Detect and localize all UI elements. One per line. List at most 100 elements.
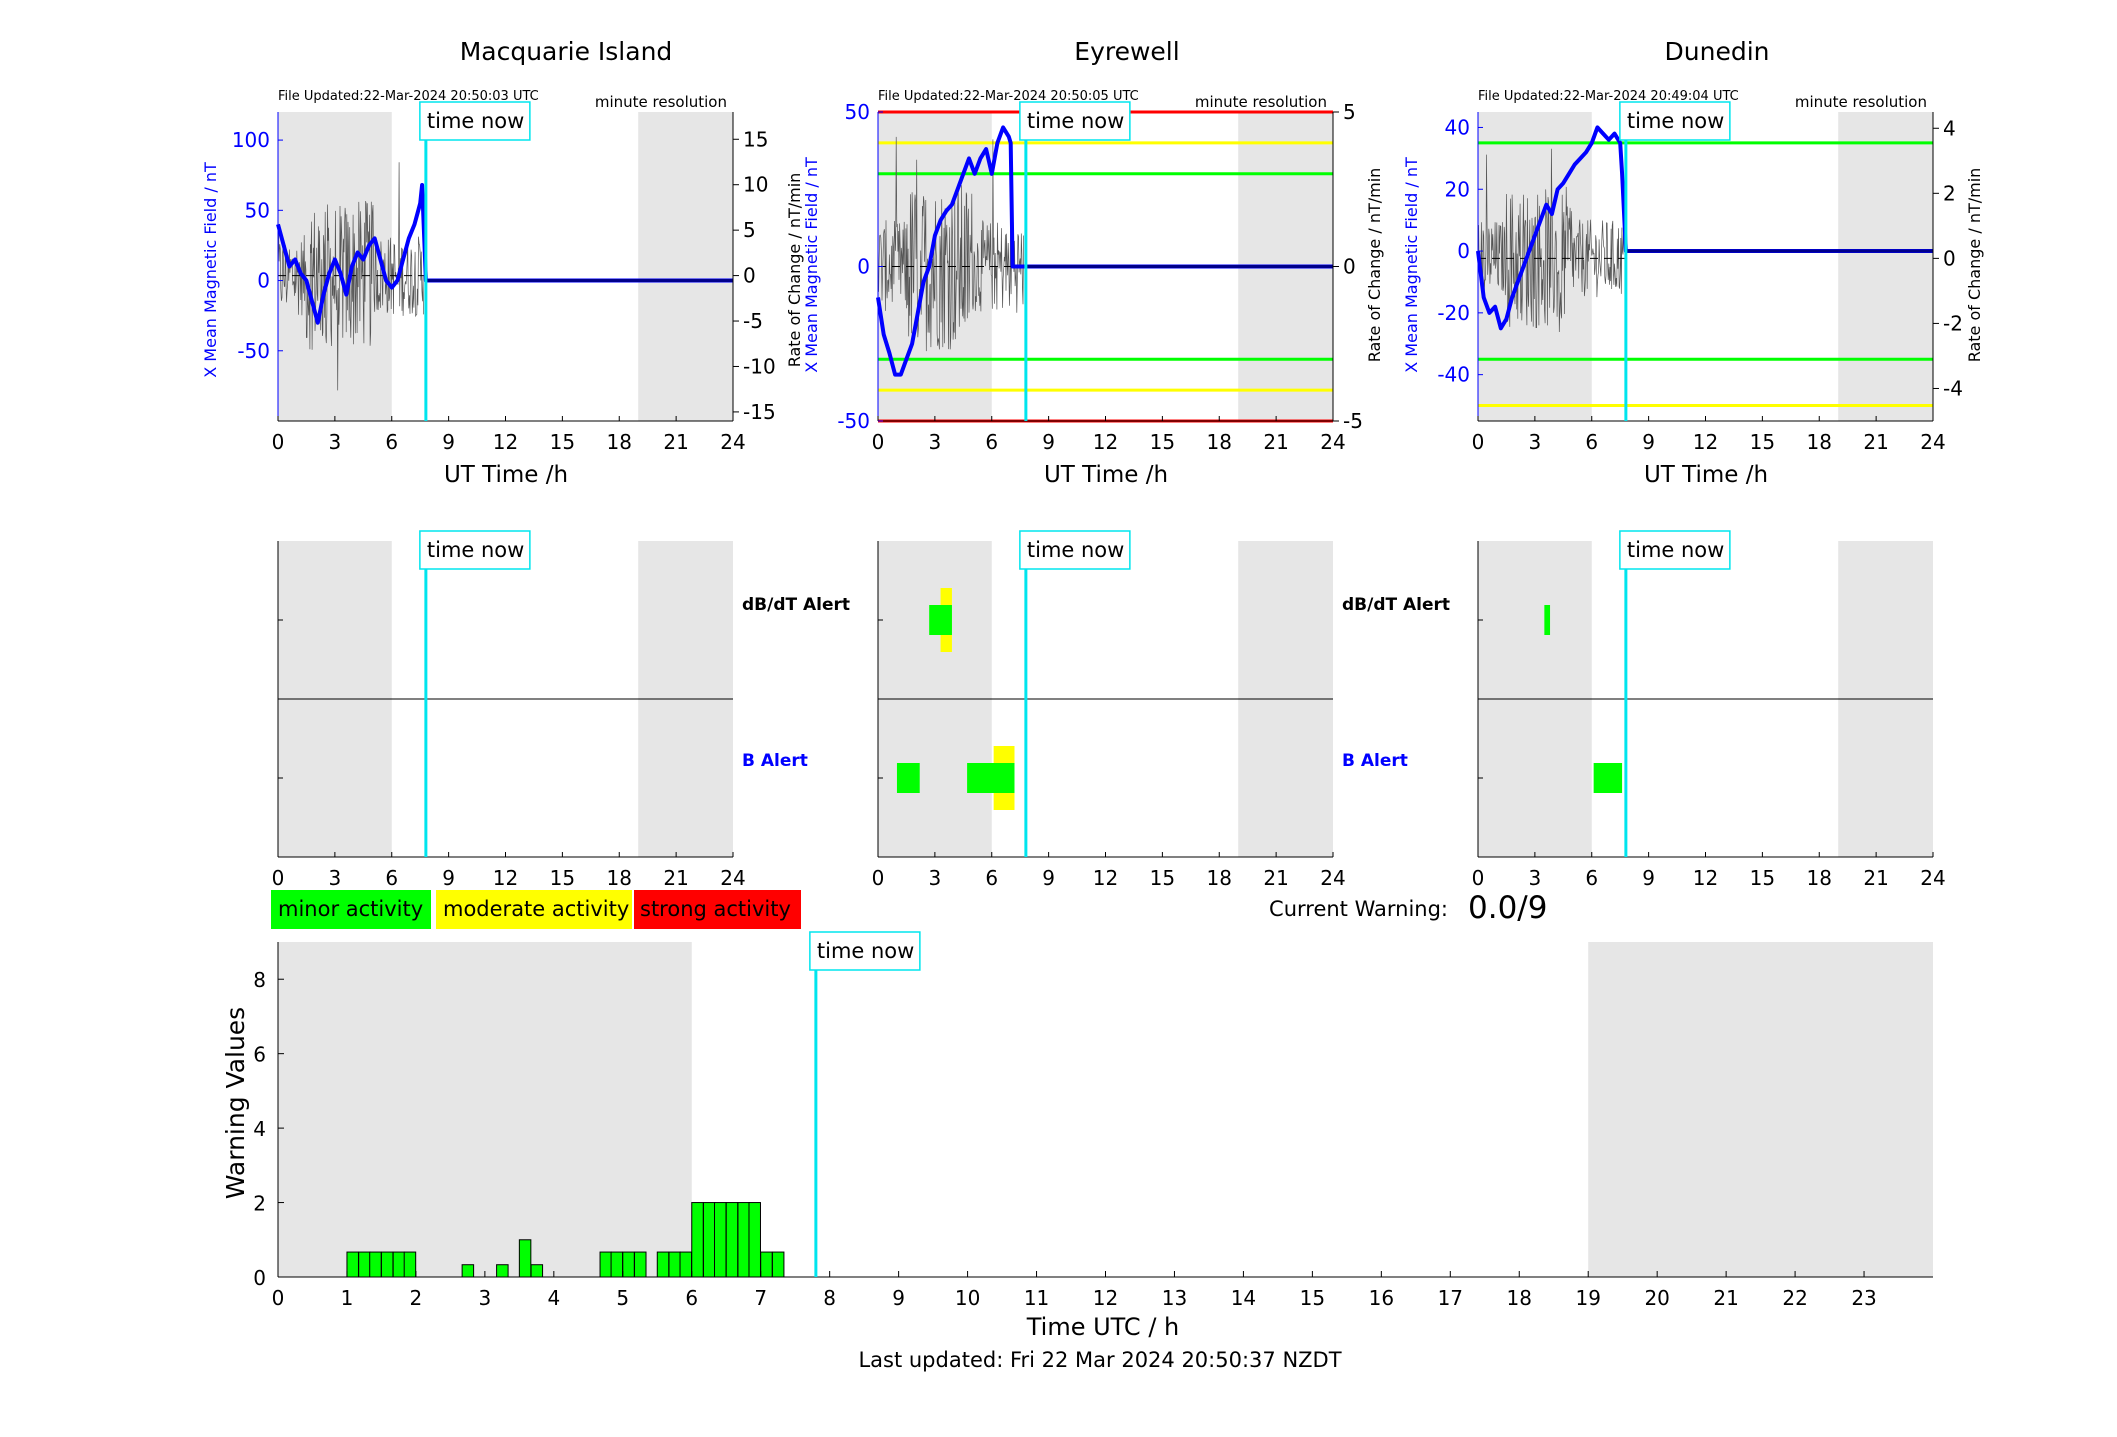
y-tick-label: -40 bbox=[1437, 363, 1470, 387]
b-alert-label: B Alert bbox=[742, 751, 808, 771]
night-shading bbox=[1838, 112, 1933, 421]
x-tick-label: 10 bbox=[955, 1286, 980, 1310]
field-series-line bbox=[276, 183, 733, 325]
macquarie-field-plot: 0 3 6 9 12 15 18 21 24-50050100-15-10-5051015tim… bbox=[232, 101, 776, 454]
x-tick-label: 18 bbox=[1507, 1286, 1532, 1310]
y-tick-label: -20 bbox=[1437, 301, 1470, 325]
time-now-label: time now bbox=[427, 538, 524, 562]
x-tick-label: 21 bbox=[1863, 866, 1888, 890]
y-tick-label: 8 bbox=[253, 968, 266, 992]
warning-bar bbox=[748, 1202, 761, 1278]
x-tick-label: 20 bbox=[1644, 1286, 1669, 1310]
x-tick-label: 12 bbox=[1693, 866, 1718, 890]
x-tick-label: 21 bbox=[1263, 866, 1288, 890]
time-now-box bbox=[1019, 530, 1131, 570]
x-tick-label: 0 bbox=[272, 430, 285, 454]
night-shading bbox=[278, 942, 692, 1277]
x-tick-label: 3 bbox=[329, 430, 342, 454]
field-series-line bbox=[876, 125, 1333, 377]
x-tick-label: 14 bbox=[1231, 1286, 1256, 1310]
x-tick-label: 9 bbox=[442, 866, 455, 890]
macquarie-alert-plot: 0 3 6 9 12 15 18 21 24 time now bbox=[272, 530, 746, 890]
legend-strong-label: strong activity bbox=[640, 897, 791, 921]
x-tick-label: 9 bbox=[1642, 866, 1655, 890]
rate-axis-label: Rate of Change / nT/min bbox=[1365, 168, 1384, 363]
resolution-text: minute resolution bbox=[1195, 93, 1327, 111]
x-tick-label: 11 bbox=[1024, 1286, 1049, 1310]
warning-bar bbox=[599, 1251, 613, 1278]
x-tick-label: 21 bbox=[1263, 430, 1288, 454]
y-tick-label: 50 bbox=[245, 198, 270, 222]
x-tick-label: 21 bbox=[1713, 1286, 1738, 1310]
legend-minor-swatch bbox=[271, 890, 431, 929]
warning-bar bbox=[530, 1264, 544, 1278]
x-axis-label: UT Time /h bbox=[1644, 462, 1768, 488]
file-updated-text: File Updated:22-Mar-2024 20:49:04 UTC bbox=[1478, 89, 1739, 104]
x-tick-label: 24 bbox=[1920, 430, 1945, 454]
x-tick-label: 19 bbox=[1575, 1286, 1600, 1310]
y2-tick-label: -5 bbox=[743, 309, 763, 333]
field-axis-label: X Mean Magnetic Field / nT bbox=[1402, 157, 1421, 373]
x-tick-label: 21 bbox=[1863, 430, 1888, 454]
time-now-box bbox=[1619, 101, 1731, 141]
x-tick-label: 9 bbox=[1042, 430, 1055, 454]
x-tick-label: 18 bbox=[607, 866, 632, 890]
resolution-text: minute resolution bbox=[1795, 93, 1927, 111]
file-updated-text: File Updated:22-Mar-2024 20:50:03 UTC bbox=[278, 89, 539, 104]
warning-bar bbox=[380, 1251, 394, 1278]
x-tick-label: 18 bbox=[607, 430, 632, 454]
field-axis-label: X Mean Magnetic Field / nT bbox=[201, 162, 220, 378]
y-tick-label: 6 bbox=[253, 1043, 266, 1067]
station-panel-dunedin: Dunedin File Updated:22-Mar-2024 20:49:0… bbox=[1402, 37, 1984, 488]
station-panel-macquarie: Macquarie Island File Updated:22-Mar-202… bbox=[201, 37, 804, 488]
legend-moderate-swatch bbox=[436, 890, 632, 929]
y2-tick-label: 0 bbox=[1343, 255, 1356, 279]
y2-tick-label: -5 bbox=[1343, 409, 1363, 433]
x-tick-label: 3 bbox=[479, 1286, 492, 1310]
x-tick-label: 6 bbox=[385, 430, 398, 454]
x-tick-label: 12 bbox=[1093, 1286, 1118, 1310]
x-tick-label: 23 bbox=[1851, 1286, 1876, 1310]
warning-bar bbox=[369, 1251, 382, 1278]
x-tick-label: 6 bbox=[1585, 866, 1598, 890]
y2-tick-label: -10 bbox=[743, 354, 776, 378]
warning-bar bbox=[668, 1251, 681, 1278]
night-shading bbox=[1588, 942, 1933, 1277]
legend-minor: minor activity bbox=[271, 890, 431, 929]
warning-bar bbox=[403, 1251, 417, 1278]
warning-bar bbox=[392, 1251, 406, 1278]
warning-y-axis-label: Warning Values bbox=[221, 1007, 250, 1199]
x-tick-label: 15 bbox=[1150, 430, 1175, 454]
station-title: Eyrewell bbox=[1074, 37, 1179, 66]
y-tick-label: 0 bbox=[857, 255, 870, 279]
x-tick-label: 9 bbox=[892, 1286, 905, 1310]
warning-bar bbox=[346, 1251, 359, 1278]
y-tick-label: 20 bbox=[1445, 177, 1470, 201]
warning-bar bbox=[518, 1239, 532, 1278]
file-updated-text: File Updated:22-Mar-2024 20:50:05 UTC bbox=[878, 89, 1139, 104]
y-tick-label: 4 bbox=[253, 1117, 266, 1141]
x-tick-label: 24 bbox=[1320, 866, 1345, 890]
night-shading bbox=[638, 112, 733, 421]
warning-bar bbox=[656, 1251, 670, 1278]
time-now-box bbox=[809, 931, 921, 971]
y2-tick-label: 0 bbox=[743, 264, 756, 288]
warning-bar bbox=[771, 1251, 785, 1278]
y-tick-label: 0 bbox=[257, 269, 270, 293]
y2-tick-label: 2 bbox=[1943, 181, 1956, 205]
x-tick-label: 18 bbox=[1207, 866, 1232, 890]
legend-moderate: moderate activity bbox=[436, 890, 632, 929]
rate-of-change-trace bbox=[877, 136, 1024, 352]
x-tick-label: 6 bbox=[985, 866, 998, 890]
time-now-box bbox=[419, 530, 531, 570]
x-tick-label: 0 bbox=[872, 430, 885, 454]
time-now-label: time now bbox=[817, 939, 914, 963]
x-tick-label: 6 bbox=[985, 430, 998, 454]
station-panel-eyrewell: Eyrewell File Updated:22-Mar-2024 20:50:… bbox=[802, 37, 1384, 488]
rate-of-change-trace bbox=[277, 162, 424, 391]
y2-tick-label: -15 bbox=[743, 400, 776, 424]
dbdt-alert-label: dB/dT Alert bbox=[742, 595, 850, 615]
time-now-box bbox=[1019, 101, 1131, 141]
